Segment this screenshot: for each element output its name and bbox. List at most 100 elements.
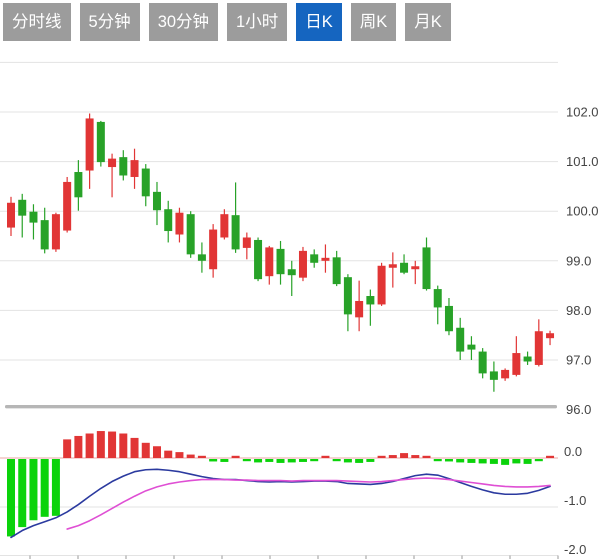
candle: [523, 356, 532, 362]
macd-bar-positive: [152, 446, 161, 458]
candle: [467, 344, 476, 350]
candle: [209, 229, 218, 270]
macd-bar-negative: [29, 459, 38, 521]
candle: [310, 254, 319, 263]
macd-bar-negative: [489, 459, 498, 464]
candle: [287, 269, 296, 276]
macd-bar-negative: [433, 459, 442, 462]
candle: [265, 247, 274, 277]
macd-bar-positive: [377, 455, 386, 458]
price-axis-label: 101.0: [566, 154, 599, 169]
candle: [422, 247, 431, 290]
candle: [366, 296, 375, 305]
candle: [433, 289, 442, 308]
candle: [40, 220, 49, 250]
candle: [242, 237, 251, 248]
candle: [119, 157, 128, 176]
candle: [63, 181, 72, 231]
tab-daily-k[interactable]: 日K: [296, 3, 342, 41]
macd-bar-negative: [332, 459, 341, 462]
macd-bar-positive: [108, 431, 117, 458]
macd-bar-positive: [119, 433, 128, 458]
candle: [141, 168, 150, 197]
macd-bar-positive: [186, 454, 195, 458]
candle: [51, 214, 60, 250]
macd-bar-negative: [40, 459, 49, 517]
macd-bar-negative: [501, 459, 510, 465]
candle: [411, 266, 420, 270]
candle: [130, 160, 139, 177]
candle: [478, 351, 487, 374]
candle: [7, 202, 15, 228]
macd-axis-label: 0.0: [564, 444, 582, 459]
macd-bar-negative: [355, 459, 364, 463]
macd-bar-positive: [63, 439, 72, 458]
price-axis-label: 98.0: [566, 303, 591, 318]
candle: [74, 172, 83, 198]
candle: [29, 211, 38, 223]
macd-bar-positive: [231, 455, 240, 458]
candle: [164, 209, 173, 232]
macd-bar-negative: [298, 459, 307, 462]
candle: [355, 300, 364, 318]
macd-bar-positive: [130, 437, 139, 458]
candle: [456, 327, 465, 352]
macd-bar-negative: [478, 459, 487, 464]
price-axis-label: 102.0: [566, 105, 599, 120]
macd-bar-positive: [400, 453, 409, 458]
macd-bar-negative: [254, 459, 263, 463]
tab-weekly-k[interactable]: 周K: [350, 3, 397, 41]
candle: [152, 191, 161, 211]
candle: [546, 333, 555, 339]
macd-bar-negative: [444, 459, 453, 462]
macd-bar-positive: [197, 455, 206, 458]
macd-bar-positive: [96, 431, 105, 458]
macd-bar-positive: [141, 442, 150, 458]
macd-bar-negative: [51, 459, 60, 516]
candle: [254, 239, 263, 280]
macd-bar-positive: [164, 450, 173, 458]
macd-bar-negative: [7, 459, 15, 537]
candle: [85, 118, 94, 171]
macd-bar-positive: [175, 452, 184, 458]
macd-bar-positive: [321, 455, 330, 458]
candle: [534, 331, 543, 365]
dea-line: [66, 477, 551, 530]
candle: [18, 199, 27, 216]
candle: [276, 248, 285, 275]
macd-bar-positive: [388, 455, 397, 458]
macd-bar-negative: [287, 459, 296, 463]
macd-bar-positive: [85, 433, 94, 458]
macd-bar-negative: [467, 459, 476, 463]
candle: [501, 369, 510, 379]
candle: [175, 212, 184, 235]
macd-bar-negative: [209, 459, 218, 462]
tab-1hour[interactable]: 1小时: [227, 3, 288, 41]
tab-30min[interactable]: 30分钟: [148, 3, 219, 41]
candle: [108, 158, 117, 168]
tab-monthly-k[interactable]: 月K: [405, 3, 451, 41]
candle: [321, 257, 330, 261]
macd-axis-label: -2.0: [564, 542, 586, 557]
candle: [332, 257, 341, 285]
macd-bar-negative: [512, 459, 521, 464]
macd-bar-negative: [276, 459, 285, 463]
price-axis-baseline: [5, 405, 557, 409]
macd-bar-negative: [310, 459, 319, 462]
macd-bar-negative: [265, 459, 274, 462]
tab-5min[interactable]: 5分钟: [79, 3, 140, 41]
candle: [444, 305, 453, 332]
tab-time-line[interactable]: 分时线: [3, 3, 71, 41]
candle: [298, 250, 307, 278]
macd-bar-positive: [422, 455, 431, 458]
candle: [96, 121, 105, 163]
candle: [388, 264, 397, 268]
macd-bar-negative: [366, 459, 375, 462]
macd-bar-positive: [546, 455, 555, 458]
macd-bar-negative: [523, 459, 532, 464]
price-axis-label: 100.0: [566, 204, 599, 219]
price-axis-label: 99.0: [566, 253, 591, 268]
candle: [377, 265, 386, 305]
